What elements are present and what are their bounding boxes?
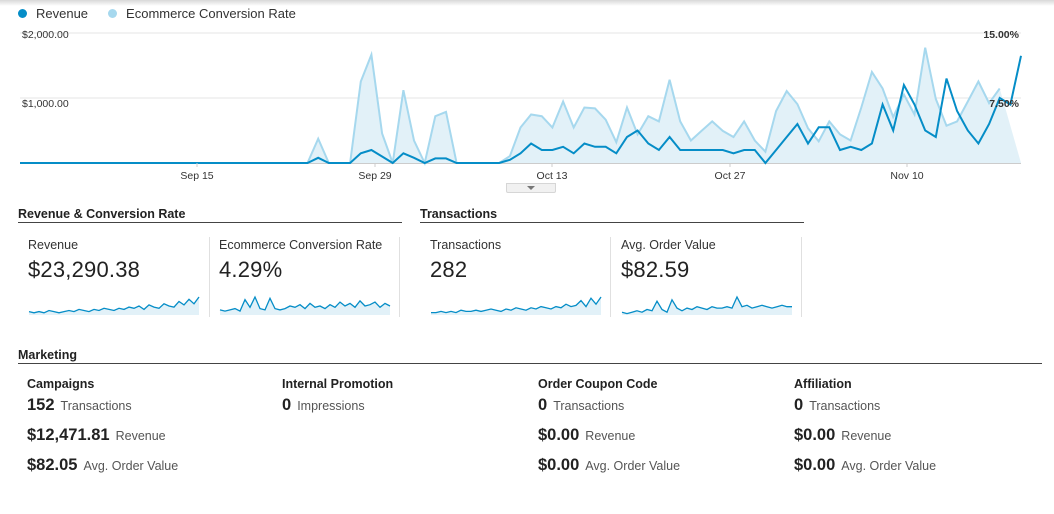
divider — [801, 237, 802, 317]
section-title-revenue-conversion: Revenue & Conversion Rate — [18, 207, 402, 223]
x-tick-label: Oct 27 — [715, 170, 746, 182]
scorecard-label: Avg. Order Value — [621, 238, 716, 252]
metric-unit: Impressions — [297, 399, 365, 413]
metric-unit: Avg. Order Value — [841, 459, 937, 473]
scorecard-value: $82.59 — [621, 257, 690, 282]
sparkline-area — [622, 297, 792, 315]
metric-unit: Transactions — [60, 399, 132, 413]
metric-value: 0 — [538, 396, 548, 414]
metric-row: $0.00 Revenue — [794, 426, 1034, 456]
legend-item-conversion-rate[interactable]: Ecommerce Conversion Rate — [108, 6, 296, 21]
x-tick-label: Nov 10 — [890, 170, 923, 182]
section-title-marketing: Marketing — [18, 348, 1042, 364]
marketing-column-title[interactable]: Campaigns — [27, 377, 95, 391]
metric-unit: Avg. Order Value — [585, 459, 681, 473]
scorecard-avg-order-value[interactable]: Avg. Order Value $82.59 — [621, 237, 793, 317]
metric-row: 0 Impressions — [282, 396, 522, 426]
scorecard-label: Transactions — [430, 238, 502, 252]
marketing-column-title[interactable]: Order Coupon Code — [538, 377, 658, 391]
next-section-cut-off — [0, 506, 1054, 514]
scorecard-value: 282 — [430, 257, 468, 282]
sparkline-line — [219, 295, 391, 312]
chart-legend: Revenue Ecommerce Conversion Rate — [18, 5, 316, 21]
conversion-rate-area — [20, 47, 1021, 164]
scorecard-value: 4.29% — [219, 257, 283, 282]
legend-label: Ecommerce Conversion Rate — [126, 5, 296, 21]
revenue-sparkline — [28, 296, 200, 315]
scorecard-label: Revenue — [28, 238, 79, 252]
marketing-campaigns: Campaigns 152 Transactions $12,471.81 Re… — [27, 377, 267, 486]
marketing-column-title[interactable]: Internal Promotion — [282, 377, 394, 391]
x-tick-label: Sep 15 — [180, 170, 213, 182]
conversion-rate-dot-icon — [108, 8, 118, 18]
metric-row: 0 Transactions — [794, 396, 1034, 426]
sparkline-area — [29, 297, 199, 315]
metric-value: $82.05 — [27, 456, 78, 474]
divider — [610, 237, 611, 317]
conversion-rate-sparkline — [219, 295, 391, 315]
legend-label: Revenue — [36, 5, 89, 21]
y-axis-label-left: $1,000.00 — [22, 98, 69, 110]
scorecard-label: Ecommerce Conversion Rate — [219, 238, 383, 252]
sparkline-area — [431, 297, 601, 315]
metric-row: 152 Transactions — [27, 396, 267, 426]
y-axis-label-left: $2,000.00 — [22, 29, 69, 41]
metric-row: $0.00 Avg. Order Value — [794, 456, 1034, 486]
sparkline-area — [220, 297, 390, 315]
scorecard-value: $23,290.38 — [28, 257, 141, 282]
metric-row: 0 Transactions — [538, 396, 778, 426]
y-axis-label-right: 7.50% — [989, 98, 1019, 110]
marketing-column-title[interactable]: Affiliation — [794, 377, 852, 391]
metric-value: 0 — [282, 396, 292, 414]
divider — [209, 237, 210, 317]
legend-item-revenue[interactable]: Revenue — [18, 6, 88, 21]
metric-row: $0.00 Avg. Order Value — [538, 456, 778, 486]
transactions-sparkline — [431, 296, 602, 315]
revenue-line — [20, 55, 1022, 165]
sparkline-line — [28, 296, 200, 314]
metric-value: 152 — [27, 396, 55, 414]
revenue-dot-icon — [18, 8, 27, 18]
overview-line-chart[interactable]: $2,000.00 $1,000.00 15.00% 7.50% Sep 15 S… — [0, 22, 1054, 190]
metric-value: $0.00 — [538, 456, 580, 474]
marketing-order-coupon-code: Order Coupon Code 0 Transactions $0.00 R… — [538, 377, 778, 486]
metric-value: $0.00 — [538, 426, 580, 444]
scorecard-revenue[interactable]: Revenue $23,290.38 — [28, 237, 200, 317]
x-tick-label: Sep 29 — [358, 170, 391, 182]
metric-row: $82.05 Avg. Order Value — [27, 456, 267, 486]
metric-value: $0.00 — [794, 426, 836, 444]
metric-row: $0.00 Revenue — [538, 426, 778, 456]
chart-collapse-toggle[interactable] — [506, 183, 556, 193]
sparkline-line — [431, 296, 602, 314]
metric-row: $12,471.81 Revenue — [27, 426, 267, 456]
metric-unit: Transactions — [809, 399, 881, 413]
marketing-internal-promotion: Internal Promotion 0 Impressions — [282, 377, 522, 426]
avg-order-value-sparkline — [621, 295, 792, 315]
y-axis-label-right: 15.00% — [983, 29, 1019, 41]
metric-value: $0.00 — [794, 456, 836, 474]
x-tick-label: Oct 13 — [537, 170, 568, 182]
metric-value: $12,471.81 — [27, 426, 110, 444]
chevron-down-icon — [527, 186, 535, 190]
divider — [399, 237, 400, 317]
scorecard-conversion-rate[interactable]: Ecommerce Conversion Rate 4.29% — [219, 237, 391, 317]
metric-unit: Transactions — [553, 399, 625, 413]
metric-unit: Avg. Order Value — [83, 459, 179, 473]
metric-unit: Revenue — [115, 429, 166, 443]
scorecard-transactions[interactable]: Transactions 282 — [430, 237, 602, 317]
top-shadow — [0, 0, 1054, 6]
metric-value: 0 — [794, 396, 804, 414]
metric-unit: Revenue — [585, 429, 636, 443]
metric-unit: Revenue — [841, 429, 892, 443]
section-title-transactions: Transactions — [420, 207, 804, 223]
sparkline-line — [621, 295, 792, 315]
marketing-affiliation: Affiliation 0 Transactions $0.00 Revenue… — [794, 377, 1034, 486]
